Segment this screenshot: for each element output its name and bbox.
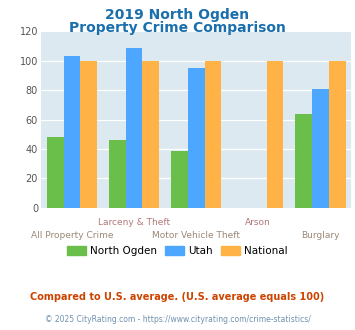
Text: Burglary: Burglary [301, 231, 340, 240]
Text: 2019 North Ogden: 2019 North Ogden [105, 8, 250, 22]
Text: Motor Vehicle Theft: Motor Vehicle Theft [152, 231, 240, 240]
Bar [126, 48, 142, 208]
Bar [204, 61, 221, 208]
Text: Property Crime Comparison: Property Crime Comparison [69, 21, 286, 35]
Text: Larceny & Theft: Larceny & Theft [98, 218, 170, 227]
Bar [171, 150, 188, 208]
Bar [267, 61, 283, 208]
Bar [64, 56, 80, 208]
Text: Compared to U.S. average. (U.S. average equals 100): Compared to U.S. average. (U.S. average … [31, 292, 324, 302]
Text: © 2025 CityRating.com - https://www.cityrating.com/crime-statistics/: © 2025 CityRating.com - https://www.city… [45, 315, 310, 324]
Bar [295, 114, 312, 208]
Bar [109, 140, 126, 208]
Bar [329, 61, 345, 208]
Legend: North Ogden, Utah, National: North Ogden, Utah, National [63, 242, 292, 260]
Bar [312, 89, 329, 208]
Text: All Property Crime: All Property Crime [31, 231, 113, 240]
Text: Arson: Arson [245, 218, 271, 227]
Bar [80, 61, 97, 208]
Bar [142, 61, 159, 208]
Bar [47, 137, 64, 208]
Bar [188, 68, 204, 208]
